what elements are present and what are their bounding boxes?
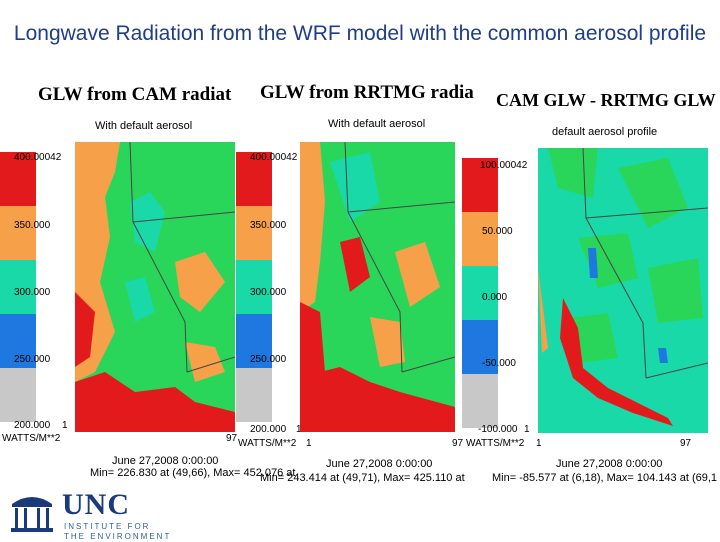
panel-2-grid-start: 1: [296, 424, 302, 435]
logo-line-2: THE ENVIRONMENT: [64, 532, 172, 541]
panel-2-tick: 350.000: [250, 220, 287, 231]
panel-2-datetime: June 27,2008 0:00:00: [326, 458, 433, 470]
panel-3-tick: 50.000: [482, 226, 513, 237]
panel-1-subtitle: With default aerosol: [95, 120, 193, 132]
panel-1-heading: GLW from CAM radiat: [38, 84, 232, 105]
panel-2-subtitle: With default aerosol: [328, 118, 426, 130]
panel-1-minmax: Min= 226.830 at (49,66), Max= 452.076 at: [90, 467, 296, 479]
panel-1-tick: 250.000: [14, 354, 51, 365]
logo-wordmark: UNC: [62, 488, 130, 521]
panel-3-subtitle: default aerosol profile: [552, 126, 658, 138]
colorbar-band: [236, 260, 272, 314]
colorbar-band: [0, 368, 36, 422]
slide-title: Longwave Radiation from the WRF model wi…: [13, 22, 707, 45]
panel-2-scale-bottom: 200.000: [250, 424, 287, 435]
panel-2-scale-top: 400.00042: [250, 152, 298, 163]
panel-3-units: WATTS/M**2: [466, 438, 525, 449]
colorbar-band: [0, 152, 36, 206]
colorbar-band: [236, 314, 272, 368]
colorbar-band: [236, 206, 272, 260]
logo-institute: INSTITUTE FOR THE ENVIRONMENT: [64, 522, 171, 542]
colorbar-band: [462, 266, 498, 320]
colorbar-band: [236, 368, 272, 422]
panel-3-datetime: June 27,2008 0:00:00: [556, 458, 663, 470]
panel-1-map: [75, 142, 235, 432]
panel-1-grid-end: 97: [226, 433, 238, 444]
panel-2-tick: 300.000: [250, 287, 287, 298]
panel-3-scale-bottom: -100.000: [478, 424, 518, 435]
panel-3-tick: -50.000: [482, 358, 516, 369]
panel-1-datetime: June 27,2008 0:00:00: [112, 455, 219, 467]
panel-3-map: [538, 148, 708, 433]
panel-3-grid-start-lower: 1: [536, 438, 542, 449]
panel-2-grid-start-lower: 1: [306, 438, 312, 449]
colorbar-band: [236, 152, 272, 206]
panel-2-colorbar: [236, 152, 272, 422]
panel-3-minmax: Min= -85.577 at (6,18), Max= 104.143 at …: [492, 472, 718, 484]
logo-line-1: INSTITUTE FOR: [64, 522, 151, 531]
panel-1-grid-start: 1: [62, 420, 68, 431]
colorbar-band: [0, 206, 36, 260]
colorbar-band: [462, 320, 498, 374]
panel-3-scale-top: 100.00042: [480, 160, 528, 171]
panel-2-units: WATTS/M**2: [238, 438, 297, 449]
panel-1-scale-top: 400.00042: [14, 152, 62, 163]
panel-1-colorbar: [0, 152, 36, 422]
colorbar-band: [0, 314, 36, 368]
colorbar-band: [462, 212, 498, 266]
panel-3-grid-start: 1: [524, 424, 530, 435]
panel-3-tick: 0.000: [482, 292, 508, 303]
panel-2-grid-end: 97: [452, 438, 464, 449]
panel-1-units: WATTS/M**2: [2, 433, 61, 444]
panel-1-tick: 300.000: [14, 287, 51, 298]
colorbar-band: [462, 158, 498, 212]
colorbar-band: [0, 260, 36, 314]
panel-3-grid-end: 97: [680, 438, 692, 449]
panel-2-map: [300, 142, 455, 432]
panel-3-colorbar: [462, 158, 498, 428]
panel-2-minmax: Min= 243.414 at (49,71), Max= 425.110 at: [260, 472, 465, 484]
panel-1-scale-bottom: 200.000: [14, 420, 51, 431]
old-well-logo-icon: [11, 497, 53, 532]
panel-2-heading: GLW from RRTMG radia: [260, 82, 474, 103]
panel-3-heading: CAM GLW - RRTMG GLW: [496, 90, 716, 110]
panel-1-tick: 350.000: [14, 220, 51, 231]
colorbar-band: [462, 374, 498, 428]
panel-2-tick: 250.000: [250, 354, 287, 365]
